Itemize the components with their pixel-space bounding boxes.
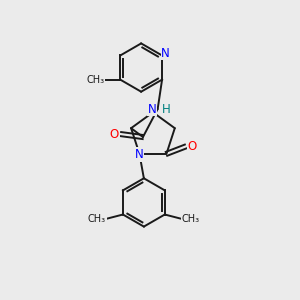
Text: CH₃: CH₃ bbox=[87, 75, 105, 85]
Text: O: O bbox=[110, 128, 119, 141]
Text: CH₃: CH₃ bbox=[182, 214, 200, 224]
Text: CH₃: CH₃ bbox=[88, 214, 106, 224]
Text: O: O bbox=[188, 140, 197, 153]
Text: N: N bbox=[148, 103, 157, 116]
Text: N: N bbox=[161, 46, 170, 60]
Text: N: N bbox=[134, 148, 143, 161]
Text: H: H bbox=[161, 103, 170, 116]
